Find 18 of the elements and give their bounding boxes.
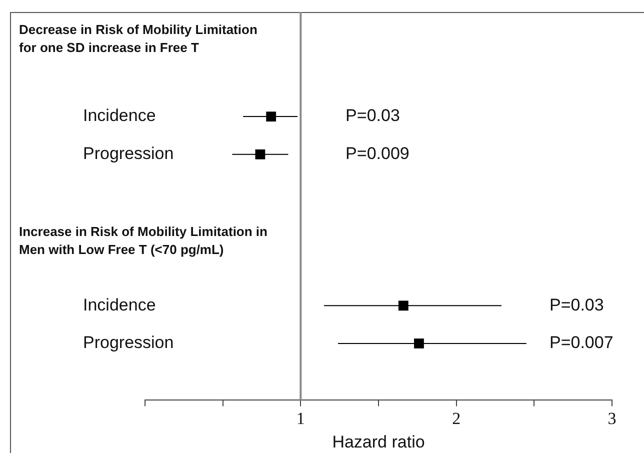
y-tick-label: Incidence [83, 295, 156, 314]
annotation: Decrease in Risk of Mobility Limitation for one SD increase in Free T [19, 22, 258, 55]
x-tick-label: 1 [296, 408, 305, 428]
annotation: Increase in Risk of Mobility Limitation in Men with Low Free T (<70 pg/mL) [19, 224, 268, 257]
point [266, 112, 276, 122]
x-axis-title: Hazard ratio [332, 432, 425, 452]
point [398, 300, 408, 311]
y-tick-label: Progression [83, 333, 174, 352]
annotation: P=0.03 [346, 106, 400, 126]
annotation: P=0.007 [549, 333, 614, 352]
y-tick-label: Progression [83, 144, 174, 164]
x-tick-label: 3 [608, 408, 616, 428]
x-tick-label: 2 [452, 408, 461, 428]
point [255, 149, 266, 160]
point [414, 338, 424, 348]
annotation: P=0.03 [549, 295, 604, 314]
y-tick-label: Incidence [83, 106, 156, 126]
annotation: P=0.009 [346, 144, 410, 164]
